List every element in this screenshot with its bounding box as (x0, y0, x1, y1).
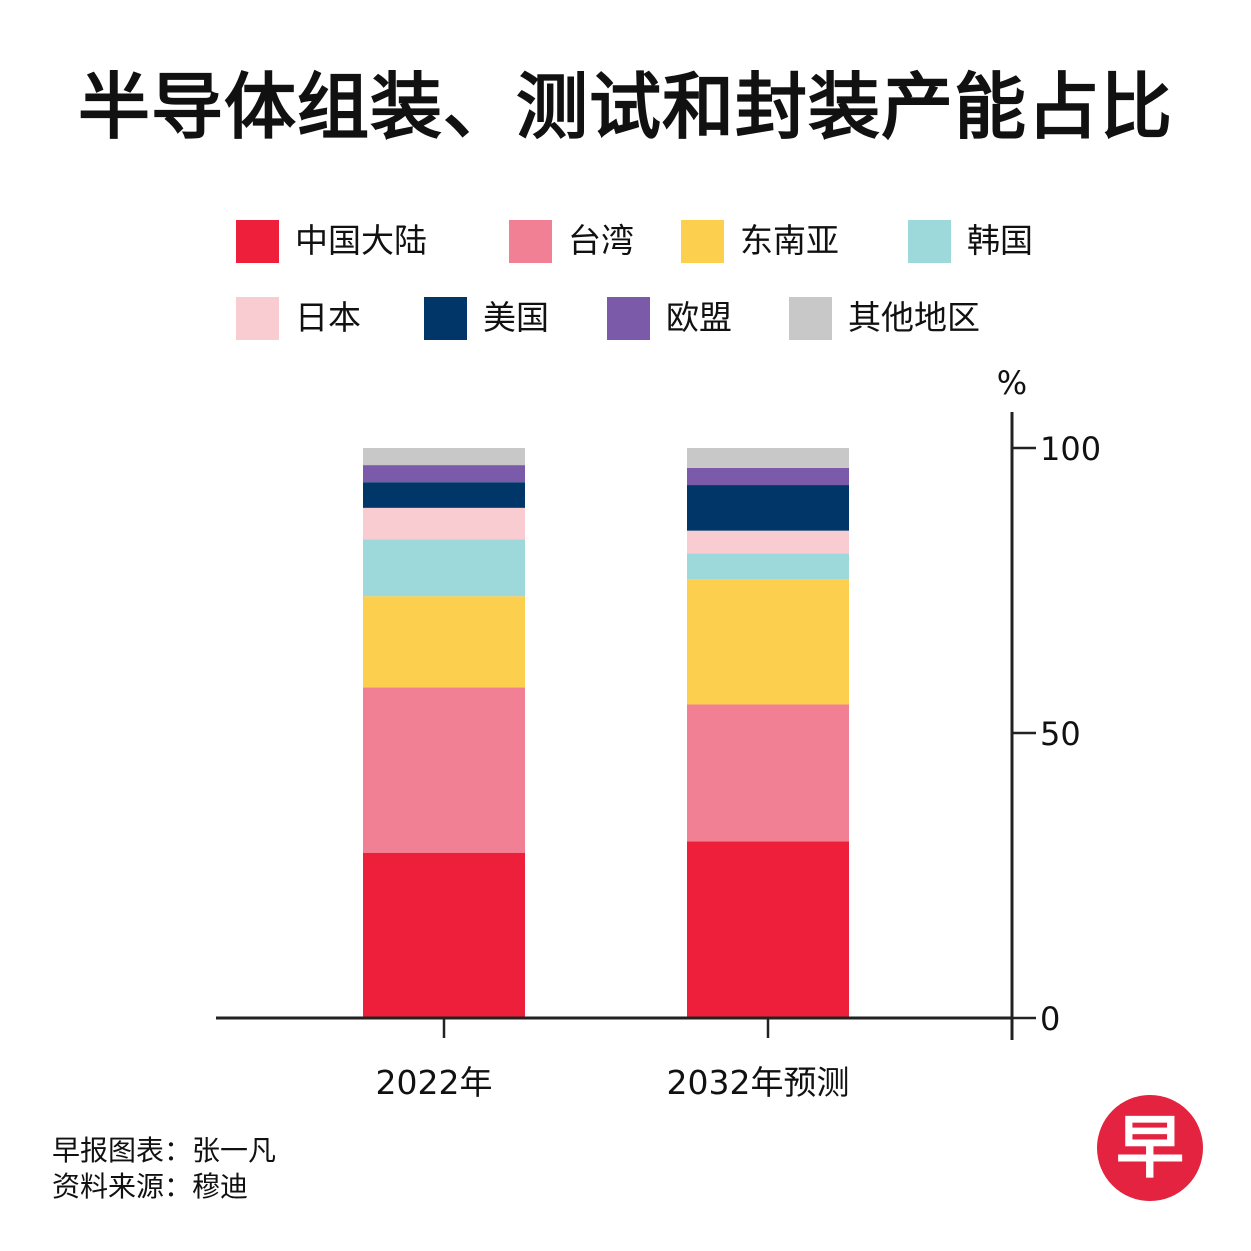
bar-segment (363, 852, 525, 1018)
legend-swatch (509, 219, 552, 263)
legend-label: 欧盟 (666, 298, 732, 337)
legend-item: 美国 (424, 296, 549, 340)
bar-segment (687, 841, 849, 1018)
bar-segment (363, 507, 525, 540)
legend-label: 美国 (483, 298, 549, 337)
y-tick-label: 0 (1040, 1000, 1060, 1038)
legend-item: 其他地区 (789, 296, 980, 340)
bar-segment (687, 704, 849, 842)
chart-title: 半导体组装、测试和封装产能占比 (77, 65, 1173, 149)
logo-glyph: 早 (1116, 1109, 1184, 1188)
bar-segment (687, 485, 849, 531)
legend-item: 中国大陆 (236, 219, 427, 263)
y-tick-label: 50 (1040, 715, 1081, 753)
bar-segment (687, 467, 849, 486)
legend-item: 台湾 (509, 219, 634, 263)
bar-segment (363, 596, 525, 688)
legend-label: 台湾 (568, 221, 634, 260)
bar-segment (687, 553, 849, 580)
y-axis-label: % (997, 364, 1027, 402)
x-tick-label: 2032年预测 (667, 1063, 850, 1102)
bar-segment (687, 448, 849, 468)
bar-segment (363, 465, 525, 483)
legend-label: 日本 (295, 298, 361, 337)
y-tick-label: 100 (1040, 430, 1101, 468)
bar-segment (363, 448, 525, 466)
legend-swatch (789, 296, 832, 340)
legend-item: 欧盟 (607, 296, 732, 340)
chart-credit: 早报图表：张一凡 (52, 1134, 277, 1167)
bar-segment (687, 579, 849, 705)
bar-segment (363, 539, 525, 597)
legend-label: 其他地区 (848, 298, 980, 337)
legend-label: 中国大陆 (295, 221, 427, 260)
bar-segment (363, 482, 525, 508)
legend-swatch (607, 296, 650, 340)
data-source: 资料来源：穆迪 (52, 1170, 249, 1203)
x-tick-label: 2022年 (376, 1063, 493, 1102)
legend-swatch (236, 296, 279, 340)
legend-item: 韩国 (908, 219, 1033, 263)
legend-label: 东南亚 (740, 221, 839, 260)
legend-item: 东南亚 (681, 219, 839, 263)
legend-swatch (424, 296, 467, 340)
legend-swatch (681, 219, 724, 263)
legend-item: 日本 (236, 296, 361, 340)
zaobao-logo-icon: 早 (1097, 1095, 1203, 1201)
bar-segment (687, 530, 849, 554)
legend-swatch (236, 219, 279, 263)
bar-segment (363, 687, 525, 853)
legend-swatch (908, 219, 951, 263)
legend-label: 韩国 (967, 221, 1033, 260)
